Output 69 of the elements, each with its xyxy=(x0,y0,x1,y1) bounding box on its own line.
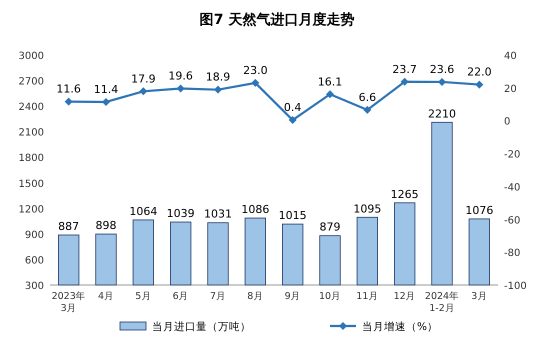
x-tick-label: 2023年 3月 xyxy=(52,290,86,314)
x-tick-label: 10月 xyxy=(318,291,342,302)
data-label: 898 xyxy=(96,219,116,232)
x-tick-label: 7月 xyxy=(210,291,226,302)
chart-title: 图7 天然气进口月度走势 xyxy=(200,11,354,28)
data-label: 887 xyxy=(58,220,80,233)
y-tick-label: 3000 xyxy=(18,51,44,62)
data-label: 879 xyxy=(320,220,340,234)
y-tick-label: 300 xyxy=(24,281,44,292)
point xyxy=(288,116,297,124)
y2-tick-label: -20 xyxy=(504,150,520,161)
point xyxy=(176,84,185,93)
y-tick-label: 2100 xyxy=(18,128,44,139)
y2-tick-label: -60 xyxy=(504,215,520,226)
y2-tick-label: 0 xyxy=(504,116,510,128)
y-tick-label: 1800 xyxy=(18,153,44,164)
data-label: 1031 xyxy=(204,208,232,221)
y2-tick-label: -100 xyxy=(504,281,527,292)
point xyxy=(64,98,73,106)
y2-tick-label: -40 xyxy=(504,182,520,194)
point xyxy=(214,86,222,94)
data-label: 1039 xyxy=(166,207,195,220)
point xyxy=(363,106,372,114)
data-label: 2210 xyxy=(428,107,456,120)
point xyxy=(139,87,148,96)
data-label: 22.0 xyxy=(467,66,492,79)
y-tick-label: 600 xyxy=(24,255,44,266)
data-label: 23.6 xyxy=(430,62,454,76)
data-label: 1095 xyxy=(353,202,382,216)
y-tick-label: 1500 xyxy=(18,178,44,190)
x-tick-label: 2024年 1-2月 xyxy=(424,290,460,314)
data-label: 1086 xyxy=(241,203,270,216)
data-label: 1076 xyxy=(465,204,494,217)
data-label: 11.4 xyxy=(94,82,118,96)
y-tick-label: 2400 xyxy=(18,102,44,114)
data-label: 0.4 xyxy=(284,101,302,114)
data-label: 16.1 xyxy=(318,75,342,88)
x-tick-label: 11月 xyxy=(356,291,378,302)
x-tick-label: 6月 xyxy=(172,291,189,302)
x-tick-label: 8月 xyxy=(247,291,264,302)
x-tick-label: 5月 xyxy=(135,291,152,302)
data-label: 19.6 xyxy=(168,70,193,83)
data-label: 23.7 xyxy=(392,62,417,76)
y-tick-label: 2700 xyxy=(18,76,44,88)
data-label: 1064 xyxy=(129,204,158,218)
y-tick-label: 900 xyxy=(24,230,44,241)
y-tick-label: 1200 xyxy=(18,204,44,216)
point xyxy=(400,78,409,86)
x-tick-label: 3月 xyxy=(471,291,488,302)
legend-label: 当月进口量（万吨） xyxy=(152,320,251,333)
point xyxy=(102,98,110,106)
y2-tick-label: 40 xyxy=(504,51,517,62)
point xyxy=(475,80,484,89)
point xyxy=(326,90,334,98)
point xyxy=(438,78,446,86)
data-label: 18.9 xyxy=(206,70,230,84)
data-label: 1265 xyxy=(390,188,419,201)
data-label: 1015 xyxy=(278,209,307,222)
data-label: 17.9 xyxy=(131,72,156,86)
data-label: 23.0 xyxy=(243,64,268,77)
x-tick-label: 12月 xyxy=(394,291,416,302)
x-tick-label: 9月 xyxy=(284,291,301,302)
y2-tick-label: -80 xyxy=(504,248,520,260)
data-label: 6.6 xyxy=(358,90,376,104)
data-label: 11.6 xyxy=(56,82,81,96)
x-tick-label: 4月 xyxy=(98,291,114,302)
point xyxy=(251,78,260,87)
legend-label: 当月增速（%） xyxy=(362,320,438,333)
y2-tick-label: 20 xyxy=(504,84,517,95)
